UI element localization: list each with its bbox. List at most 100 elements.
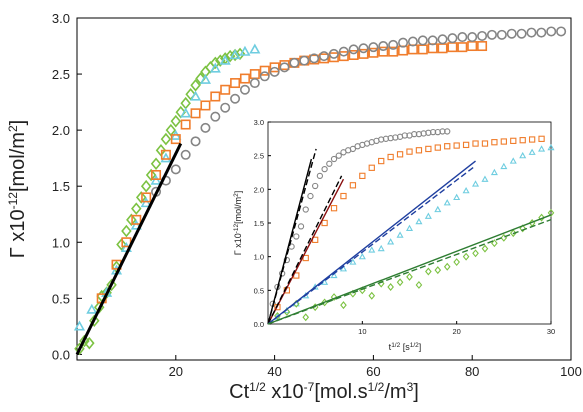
data-point (185, 87, 196, 101)
x-tick-label: 60 (366, 364, 380, 379)
data-point (556, 26, 567, 37)
data-point (239, 45, 251, 56)
x-tick-label: 30 (547, 327, 555, 336)
data-point (491, 139, 498, 146)
data-point (377, 244, 385, 252)
y-tick-label: 0.0 (52, 347, 70, 362)
fit-line (267, 160, 476, 325)
data-point (406, 148, 413, 155)
data-point (349, 145, 357, 153)
data-point (358, 43, 369, 54)
data-point (368, 42, 379, 53)
data-point (312, 182, 319, 190)
data-point (368, 164, 375, 171)
data-point (86, 303, 98, 314)
y-tick-label: 2.5 (52, 67, 70, 82)
data-point (121, 224, 132, 238)
inset-x-axis-title: t1/2 [s1/2] (389, 342, 422, 353)
data-point (338, 46, 349, 57)
data-point (79, 334, 90, 348)
data-point (467, 32, 478, 43)
data-point (425, 267, 432, 276)
data-point (340, 192, 347, 200)
data-point (150, 174, 162, 185)
data-point (388, 46, 399, 57)
data-point (415, 147, 423, 154)
main-y-ticks: 0.0 0.5 1.0 1.5 2.0 2.5 3.0 (52, 11, 82, 362)
data-point (302, 313, 310, 322)
data-point (490, 168, 498, 176)
y-tick-label: 3.0 (254, 118, 264, 127)
data-point (116, 238, 127, 251)
data-point (349, 258, 357, 265)
data-point (396, 231, 404, 238)
y-tick-label: 1.5 (52, 179, 70, 194)
x-tick-label: 40 (267, 364, 281, 379)
data-point (378, 157, 385, 165)
data-point (141, 192, 152, 203)
data-point (200, 122, 211, 133)
data-point (321, 165, 328, 173)
y-tick-label: 1.5 (254, 219, 264, 228)
data-point (249, 43, 261, 54)
data-point (340, 301, 347, 310)
data-point (434, 205, 442, 213)
data-point (358, 252, 366, 260)
data-point (528, 136, 536, 143)
fit-line-dashed (267, 175, 343, 325)
data-point (180, 107, 192, 118)
data-point (453, 142, 460, 149)
data-point (293, 233, 300, 240)
data-point (462, 186, 470, 194)
data-point (210, 111, 221, 122)
data-point (396, 278, 404, 287)
data-point (279, 62, 290, 73)
data-point (538, 213, 545, 222)
inset-chart: 10 20 30 0.0 0.5 1.0 1.5 2.0 2.5 3.0 t1/2 [s1/2]… (233, 118, 556, 352)
data-point (126, 213, 137, 227)
y-tick-label: 2.0 (52, 123, 70, 138)
data-point (131, 214, 142, 225)
data-point (321, 278, 329, 285)
data-point (425, 145, 432, 153)
data-point (509, 157, 517, 164)
data-point (359, 172, 366, 180)
data-point (199, 73, 211, 84)
data-point (328, 48, 339, 59)
data-point (471, 180, 480, 187)
data-point (210, 91, 221, 102)
data-point (259, 71, 270, 82)
data-point (368, 291, 376, 300)
data-point (510, 137, 517, 145)
data-point (297, 223, 305, 230)
main-data-layer (73, 26, 567, 356)
data-point (424, 212, 432, 219)
data-point (307, 192, 314, 200)
data-point (415, 217, 423, 225)
data-point (415, 280, 423, 289)
y-tick-label: 2.5 (254, 152, 264, 161)
data-point (84, 336, 95, 350)
data-point (299, 55, 310, 66)
x-tick-label: 10 (358, 327, 366, 336)
data-point (387, 282, 394, 291)
data-point (190, 136, 201, 147)
data-point (536, 27, 547, 38)
main-x-axis-title: Ct1/2 x10-7[mol.s1/2/m3] (229, 380, 419, 403)
data-point (318, 51, 329, 62)
data-point (150, 157, 162, 171)
data-point (239, 84, 250, 95)
data-point (443, 199, 451, 206)
main-x-ticks: 20 40 60 80 100 (169, 355, 582, 379)
data-point (453, 193, 461, 201)
data-point (180, 149, 191, 160)
data-point (396, 151, 404, 158)
x-tick-label: 100 (560, 364, 582, 379)
data-point (170, 114, 182, 128)
data-point (477, 30, 488, 41)
y-tick-label: 0.0 (254, 320, 264, 329)
data-point (516, 28, 527, 39)
data-point (180, 119, 191, 130)
inset-x-ticks: 10 20 30 (358, 321, 555, 336)
data-point (160, 152, 172, 163)
